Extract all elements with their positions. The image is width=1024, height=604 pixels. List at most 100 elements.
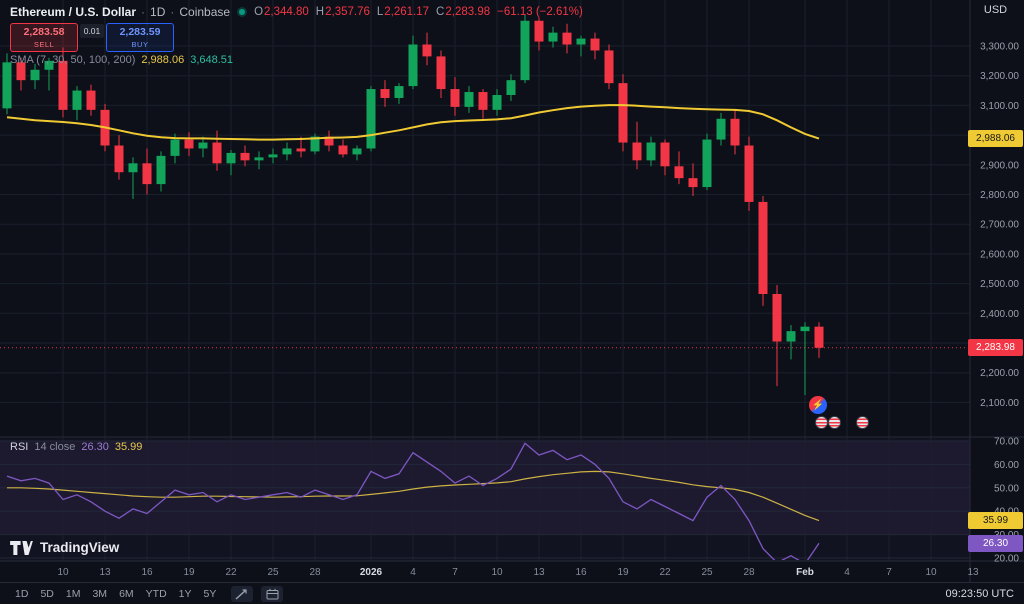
rsi-ma-axis-label: 35.99 [968,512,1023,530]
sma-value-2: 3,648.51 [190,54,234,66]
tradingview-logo-icon [10,540,33,555]
svg-text:2,800.00: 2,800.00 [980,190,1019,201]
svg-text:10: 10 [57,567,69,578]
spread-value: 0.01 [80,24,104,38]
sell-price: 2,283.58 [23,26,65,38]
tradingview-logo[interactable]: TradingView [10,540,119,555]
svg-text:19: 19 [617,567,629,578]
bottom-toolbar: 1D 5D 1M 3M 6M YTD 1Y 5Y 09:23:50 UTC [0,582,1024,604]
rsi-lines[interactable] [6,442,820,564]
interval-label[interactable]: 1D [150,5,166,19]
range-button-5y[interactable]: 5Y [203,587,217,600]
event-flag-icon[interactable] [815,416,828,429]
svg-text:22: 22 [225,567,237,578]
svg-text:50.00: 50.00 [994,483,1019,494]
svg-text:28: 28 [743,567,755,578]
range-buttons: 1D 5D 1M 3M 6M YTD 1Y 5Y [10,587,223,601]
currency-toggle-button[interactable]: USD [983,4,1008,16]
rsi-value: 26.30 [81,441,109,453]
market-status-icon [239,9,246,15]
event-flag-icon[interactable] [828,416,841,429]
rsi-indicator-legend[interactable]: RSI 14 close 26.30 35.99 [10,441,142,453]
svg-text:2,400.00: 2,400.00 [980,309,1019,320]
svg-text:22: 22 [659,567,671,578]
sma-indicator-legend[interactable]: SMA (7, 30, 50, 100, 200) 2,988.06 3,648… [10,54,233,66]
svg-text:2,600.00: 2,600.00 [980,249,1019,260]
svg-text:60.00: 60.00 [994,460,1019,471]
svg-text:13: 13 [967,567,979,578]
range-button-1d[interactable]: 1D [15,587,29,600]
svg-text:4: 4 [844,567,850,578]
svg-text:2,500.00: 2,500.00 [980,279,1019,290]
svg-text:2026: 2026 [360,567,383,578]
grid [0,0,970,561]
ohlc-values: O2,344.80 H2,357.76 L2,261.17 C2,283.98 … [254,6,583,18]
svg-text:7: 7 [886,567,892,578]
svg-text:3,100.00: 3,100.00 [980,101,1019,112]
svg-text:7: 7 [452,567,458,578]
go-to-date-button[interactable] [261,585,284,602]
trendline-tool-button[interactable] [231,585,254,602]
svg-text:28: 28 [309,567,321,578]
svg-text:10: 10 [491,567,503,578]
exchange-label[interactable]: Coinbase [179,5,231,19]
trendline-icon [235,588,247,600]
economic-event-icon[interactable]: ⚡ [809,396,827,414]
low-value: L2,261.17 [376,6,430,18]
sma-line[interactable] [6,104,820,141]
symbol-header: Ethereum / U.S. Dollar · 1D · Coinbase O… [10,5,583,19]
buy-button[interactable]: 2,283.59 BUY [106,23,174,52]
svg-text:25: 25 [267,567,279,578]
svg-text:2,700.00: 2,700.00 [980,220,1019,231]
svg-text:2,200.00: 2,200.00 [980,368,1019,379]
sma-axis-label: 2,988.06 [968,130,1023,148]
price-axis-labels: 3,300.003,200.003,100.003,000.002,900.00… [980,42,1019,565]
svg-text:70.00: 70.00 [994,437,1019,448]
rsi-pane-background [0,438,970,561]
clock-timezone-button[interactable]: 09:23:50 UTC [945,587,1014,600]
svg-text:16: 16 [575,567,587,578]
buy-price: 2,283.59 [119,26,161,38]
rsi-axis-label: 26.30 [968,534,1023,552]
svg-text:4: 4 [410,567,416,578]
range-button-ytd[interactable]: YTD [145,587,167,600]
rsi-ma-value: 35.99 [114,441,143,453]
high-value: H2,357.76 [315,6,370,18]
sell-button[interactable]: 2,283.58 SELL [10,23,78,52]
current-price-axis-label: 2,283.98 [968,339,1023,357]
sell-buy-widget: 2,283.58 SELL 0.01 2,283.59 BUY [10,23,174,52]
open-value: O2,344.80 [254,6,309,18]
svg-text:20.00: 20.00 [994,554,1019,565]
range-button-1m[interactable]: 1M [65,587,81,600]
sma-label: SMA (7, 30, 50, 100, 200) [10,54,136,66]
svg-text:13: 13 [533,567,545,578]
calendar-icon [266,588,279,599]
svg-text:16: 16 [141,567,153,578]
range-button-1y[interactable]: 1Y [178,587,192,600]
range-button-3m[interactable]: 3M [92,587,108,600]
event-flag-icon[interactable] [856,416,869,429]
svg-text:3,300.00: 3,300.00 [980,42,1019,53]
rsi-params: 14 close [34,441,76,453]
separator-dot: · [170,5,175,19]
change-value: −61.13 (−2.61%) [497,6,583,18]
svg-text:2,900.00: 2,900.00 [980,160,1019,171]
range-button-6m[interactable]: 6M [119,587,134,600]
candles[interactable] [2,14,824,395]
symbol-title[interactable]: Ethereum / U.S. Dollar [10,5,137,19]
sma-value-1: 2,988.06 [141,54,185,66]
close-value: C2,283.98 [436,6,491,18]
rsi-label: RSI [10,441,29,453]
svg-text:25: 25 [701,567,713,578]
svg-text:2,100.00: 2,100.00 [980,398,1019,409]
svg-text:13: 13 [99,567,111,578]
svg-text:3,200.00: 3,200.00 [980,71,1019,82]
tradingview-logo-text: TradingView [40,540,120,555]
svg-text:19: 19 [183,567,195,578]
time-axis-labels: 10 13 16 19 22 25 28 2026 4 7 10 13 16 19 22 25 28 Feb 4 7 1… [57,567,979,578]
svg-text:10: 10 [925,567,937,578]
separator-dot: · [141,5,146,19]
range-button-5d[interactable]: 5D [40,587,54,600]
